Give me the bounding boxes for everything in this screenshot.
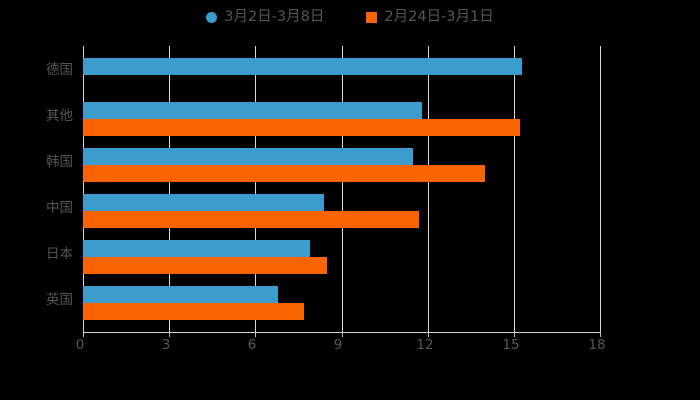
bar-series2-category3	[83, 211, 420, 228]
bar-series2-category1	[83, 119, 520, 136]
x-axis-label-0: 0	[75, 337, 85, 353]
chart-legend: 3月2日-3月8日 2月24日-3月1日	[0, 0, 700, 34]
bar-series1-category5	[83, 286, 279, 303]
x-tick-18	[600, 332, 601, 337]
x-axis-label-4: 12	[416, 337, 434, 353]
y-axis-label-2: 韩国	[46, 154, 73, 170]
x-tick-6	[255, 332, 257, 337]
bar-series1-category1	[83, 102, 422, 119]
y-axis-label-4: 日本	[46, 246, 73, 262]
x-axis-label-6: 18	[588, 337, 606, 353]
gridline-18	[600, 46, 601, 332]
y-axis-label-3: 中国	[46, 200, 73, 216]
gridline-9	[341, 46, 343, 332]
y-axis-label-5: 英国	[46, 292, 73, 308]
x-axis-label-1: 3	[161, 337, 171, 353]
gridline-3	[169, 46, 171, 332]
y-axis-label-1: 其他	[46, 108, 73, 124]
square-marker-icon	[366, 11, 378, 23]
legend-label-series-2: 2月24日-3月1日	[384, 8, 494, 25]
x-tick-15	[513, 332, 515, 337]
x-tick-9	[341, 332, 343, 337]
x-tick-0	[83, 332, 84, 337]
plot-area	[83, 46, 601, 332]
bar-series1-category4	[83, 240, 310, 257]
legend-label-series-1: 3月2日-3月8日	[224, 8, 325, 25]
gridline-12	[427, 46, 429, 332]
x-tick-3	[169, 332, 171, 337]
bar-series1-category2	[83, 148, 414, 165]
bar-series1-category0	[83, 58, 523, 75]
bar-series1-category3	[83, 194, 325, 211]
gridline-15	[513, 46, 515, 332]
x-axis-label-5: 15	[502, 337, 520, 353]
gridline-6	[255, 46, 257, 332]
x-axis-label-2: 6	[247, 337, 257, 353]
legend-entry-series-2[interactable]: 2月24日-3月1日	[366, 8, 494, 25]
x-tick-12	[427, 332, 429, 337]
bar-series2-category5	[83, 303, 305, 320]
bar-series2-category2	[83, 165, 486, 182]
circle-marker-icon	[206, 11, 218, 23]
x-axis-label-3: 9	[333, 337, 343, 353]
gridline-0	[83, 46, 84, 332]
y-axis-label-0: 德国	[46, 62, 73, 78]
bar-series2-category4	[83, 257, 328, 274]
y-axis-labels: 德国 其他 韩国 中国 日本 英国	[0, 0, 73, 400]
legend-entry-series-1[interactable]: 3月2日-3月8日	[206, 10, 324, 25]
